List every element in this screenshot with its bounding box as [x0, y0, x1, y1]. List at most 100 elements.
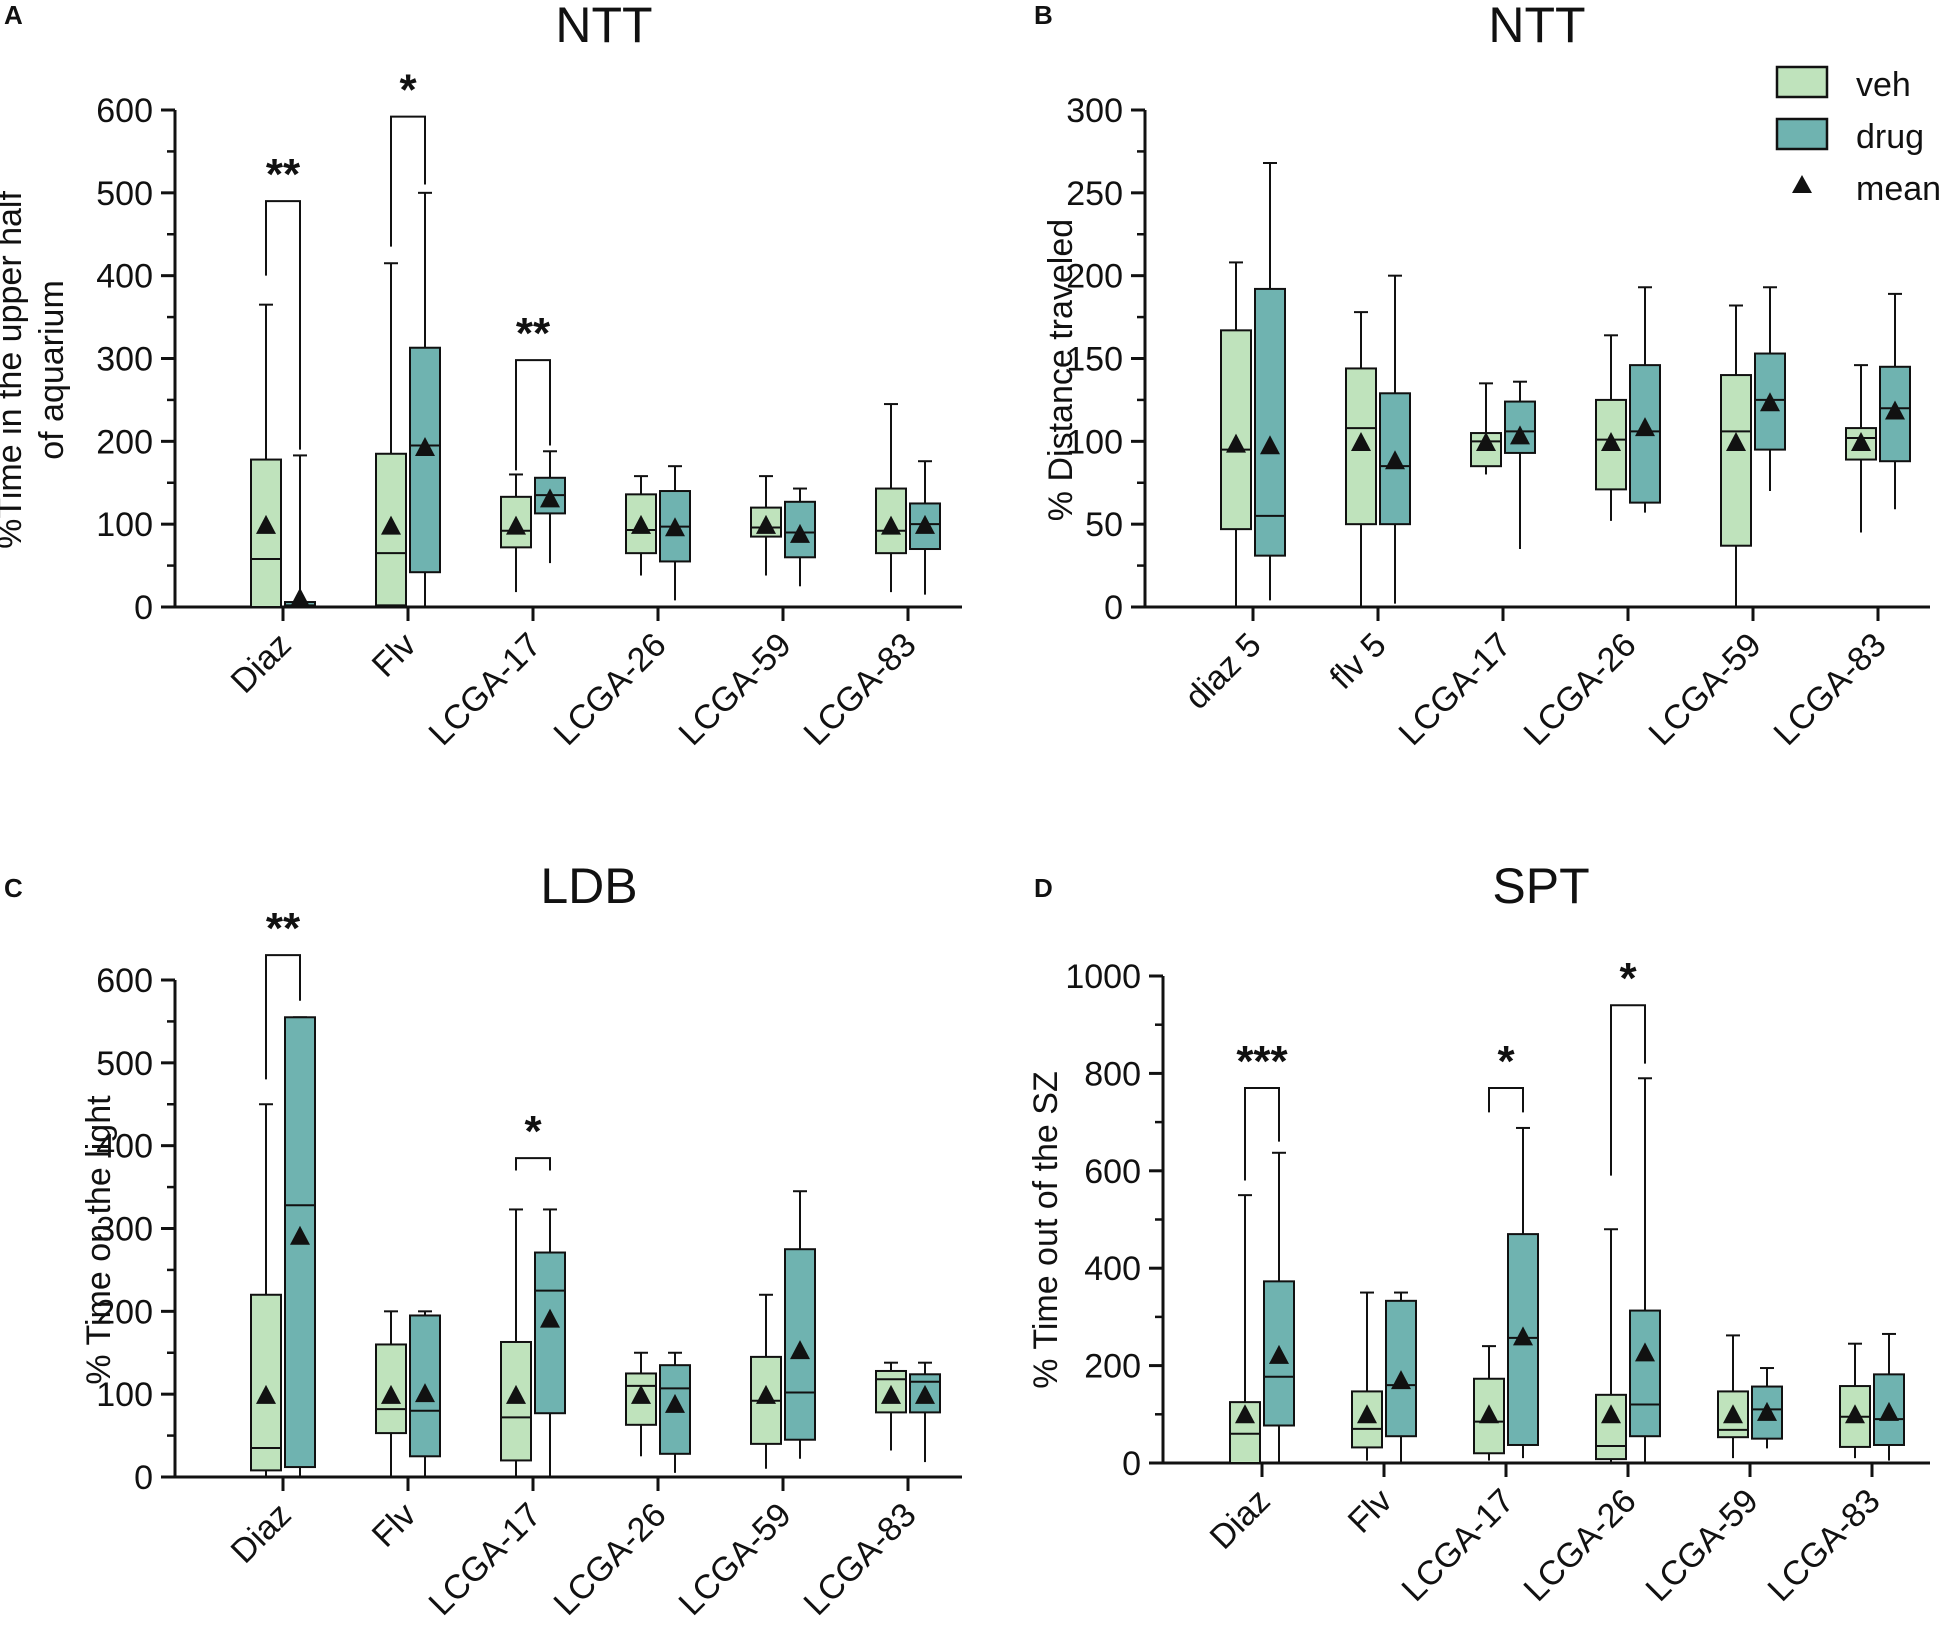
box-c-veh-2-mean-triangle-icon [506, 1384, 526, 1404]
significance-bracket-d [1488, 1087, 1524, 1113]
x-tick-label-c: LCGA-26 [547, 1496, 674, 1623]
legend: veh drug mean [1775, 65, 1941, 208]
y-tick-label-c: 300 [96, 1211, 153, 1249]
box-d-drug-0-mean-triangle-icon [1269, 1344, 1289, 1364]
legend-mean-triangle-icon [1792, 175, 1812, 193]
significance-label-a: ** [266, 150, 301, 199]
box-b-veh-2 [1470, 432, 1502, 468]
y-tick-label-a: 200 [96, 423, 153, 461]
significance-label-c: ** [266, 904, 301, 953]
box-b-drug-4-mean-triangle-icon [1760, 392, 1780, 412]
box-a-veh-5 [875, 487, 907, 555]
box-c-veh-4-mean-triangle-icon [756, 1384, 776, 1404]
box-b-veh-4 [1720, 374, 1752, 547]
box-b-veh-0-mean-triangle-icon [1226, 433, 1246, 453]
panel-b: B NTT % Distance traveled 0 50 100 150 200 250 30… [1034, 0, 1930, 753]
box-d-veh-4-mean-triangle-icon [1723, 1404, 1743, 1424]
x-tick-label-a: Flv [365, 626, 424, 685]
box-c-drug-0-mean-triangle-icon [290, 1225, 310, 1245]
box-d-drug-3 [1629, 1309, 1661, 1438]
x-tick-label-c: Diaz [224, 1496, 299, 1571]
legend-veh-label: veh [1856, 66, 1911, 104]
y-axis-label-d-line-1: % Time out of the SZ [1027, 1071, 1065, 1388]
box-c-drug-2-mean-triangle-icon [540, 1308, 560, 1328]
box-c-veh-1-mean-triangle-icon [381, 1384, 401, 1404]
y-tick-label-c: 500 [96, 1045, 153, 1083]
x-tick-label-d: Flv [1341, 1482, 1400, 1541]
box-b-drug-2-mean-triangle-icon [1510, 425, 1530, 445]
x-tick-label-a: Diaz [224, 626, 299, 701]
box-b-veh-0 [1220, 329, 1252, 531]
box-b-drug-5-mean-triangle-icon [1885, 400, 1905, 420]
significance-bracket-a [265, 200, 301, 450]
x-tick-label-c: Flv [365, 1496, 424, 1555]
x-tick-label-b: flv 5 [1323, 626, 1394, 697]
box-b-veh-5-mean-triangle-icon [1851, 431, 1871, 451]
box-b-veh-4-mean-triangle-icon [1726, 431, 1746, 451]
box-a-drug-5-mean-triangle-icon [915, 514, 935, 534]
x-tick-label-d: LCGA-17 [1395, 1482, 1522, 1609]
box-c-veh-3-mean-triangle-icon [631, 1384, 651, 1404]
significance-bracket-d [1610, 1004, 1646, 1176]
significance-label-a: * [399, 66, 417, 115]
box-a-veh-4-mean-triangle-icon [756, 514, 776, 534]
box-c-drug-4 [784, 1248, 816, 1441]
box-d-veh-3-mean-triangle-icon [1601, 1404, 1621, 1424]
box-a-veh-5-mean-triangle-icon [881, 515, 901, 535]
box-b-veh-1-mean-triangle-icon [1351, 431, 1371, 451]
box-a-drug-1 [409, 346, 441, 574]
significance-label-a: ** [516, 309, 551, 358]
box-d-drug-2-mean-triangle-icon [1513, 1326, 1533, 1346]
legend-drug-swatch [1775, 117, 1829, 151]
chart-title-c: LDB [540, 858, 637, 914]
box-a-veh-0-mean-triangle-icon [256, 514, 276, 534]
y-tick-label-d: 600 [1084, 1153, 1141, 1191]
x-tick-label-d: Diaz [1203, 1482, 1278, 1557]
panel-letter-d: D [1034, 873, 1053, 903]
box-b-drug-3-mean-triangle-icon [1635, 417, 1655, 437]
y-tick-label-d: 0 [1122, 1445, 1141, 1483]
y-axis-label-a-line-2: of aquarium [33, 280, 71, 460]
significance-bracket-a [515, 359, 551, 471]
y-tick-label-d: 400 [1084, 1250, 1141, 1288]
legend-mean-label: mean [1856, 170, 1941, 208]
x-tick-label-a: LCGA-26 [547, 626, 674, 753]
y-tick-label-a: 100 [96, 506, 153, 544]
chart-title-a: NTT [555, 0, 652, 53]
x-tick-label-a: LCGA-59 [672, 626, 799, 753]
box-c-drug-1-mean-triangle-icon [415, 1383, 435, 1403]
y-tick-label-c: 0 [134, 1459, 153, 1497]
y-tick-label-d: 800 [1084, 1055, 1141, 1093]
y-tick-label-b: 250 [1066, 175, 1123, 213]
box-b-drug-1-mean-triangle-icon [1385, 450, 1405, 470]
x-tick-label-c: LCGA-17 [422, 1496, 549, 1623]
x-tick-label-d: LCGA-59 [1639, 1482, 1766, 1609]
significance-label-c: * [524, 1107, 542, 1156]
box-a-drug-2-mean-triangle-icon [540, 488, 560, 508]
y-tick-label-c: 200 [96, 1293, 153, 1331]
box-d-veh-2-mean-triangle-icon [1479, 1404, 1499, 1424]
y-tick-label-d: 200 [1084, 1348, 1141, 1386]
box-b-veh-2-mean-triangle-icon [1476, 431, 1496, 451]
box-d-drug-5-mean-triangle-icon [1879, 1401, 1899, 1421]
legend-veh-swatch [1775, 65, 1829, 99]
box-b-drug-2 [1504, 400, 1536, 454]
box-a-veh-1-mean-triangle-icon [381, 515, 401, 535]
x-tick-label-c: LCGA-83 [797, 1496, 924, 1623]
y-tick-label-a: 0 [134, 589, 153, 627]
x-tick-label-b: LCGA-83 [1767, 626, 1894, 753]
panel-letter-c: C [4, 873, 23, 903]
box-b-drug-1 [1379, 392, 1411, 526]
y-tick-label-b: 200 [1066, 258, 1123, 296]
significance-label-d: *** [1236, 1037, 1288, 1086]
significance-bracket-d [1244, 1087, 1280, 1181]
box-d-drug-1 [1385, 1299, 1417, 1438]
significance-bracket-a [390, 115, 426, 247]
chart-title-d: SPT [1492, 858, 1589, 914]
significance-bracket-c [515, 1157, 551, 1171]
x-tick-label-d: LCGA-83 [1761, 1482, 1888, 1609]
significance-label-d: * [1619, 954, 1637, 1003]
box-d-drug-4-mean-triangle-icon [1757, 1401, 1777, 1421]
